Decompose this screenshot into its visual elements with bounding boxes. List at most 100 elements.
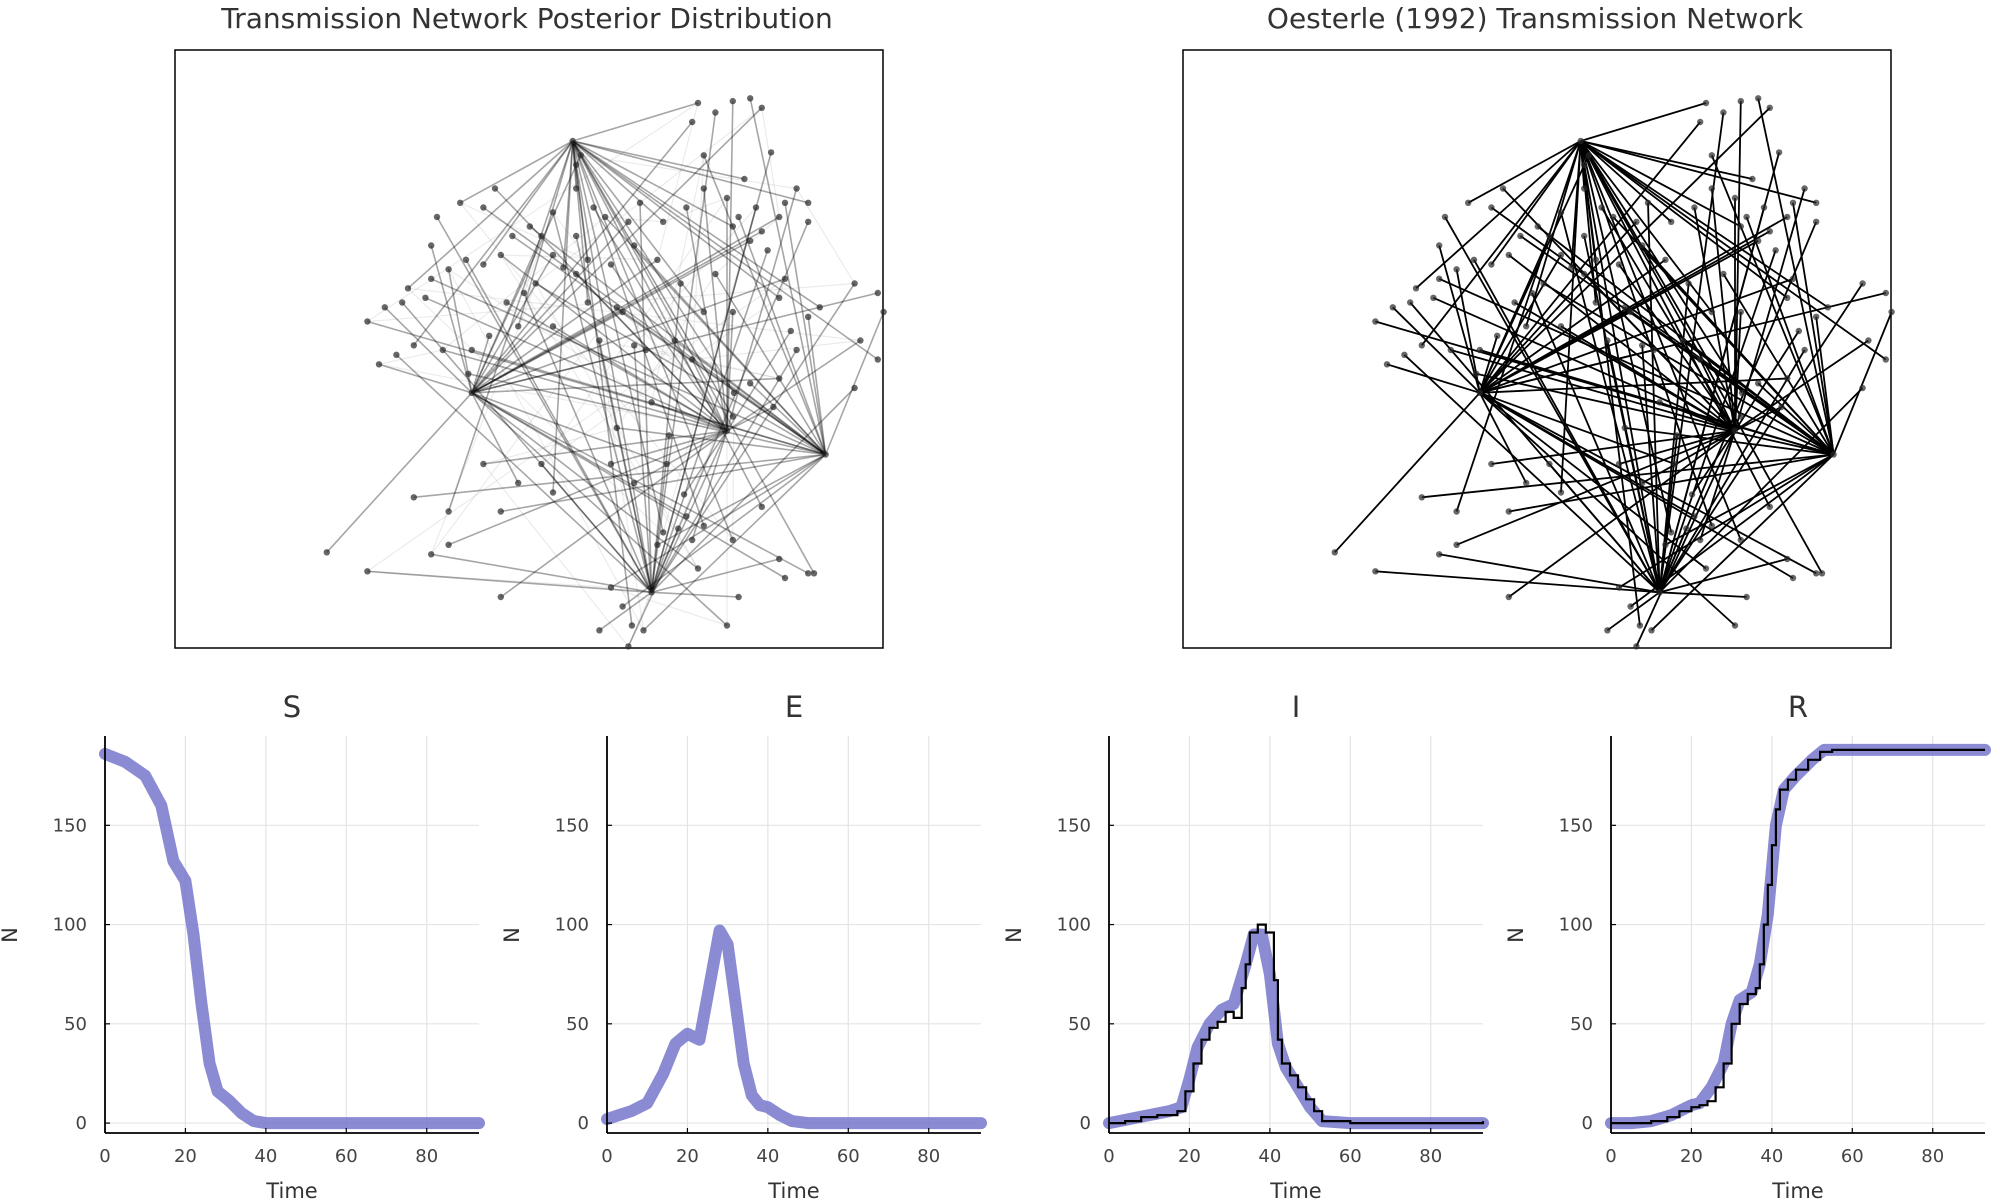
oesterle-network-title: Oesterle (1992) Transmission Network <box>1267 2 1804 35</box>
network-node <box>584 299 591 306</box>
network-node <box>1621 424 1629 432</box>
network-edge <box>430 306 618 555</box>
network-node <box>428 551 435 558</box>
network-edge <box>627 392 735 647</box>
network-edge <box>572 140 821 308</box>
network-edge <box>571 140 589 260</box>
network-edge <box>1658 349 1806 593</box>
network-edge <box>598 340 645 631</box>
network-node <box>694 565 702 572</box>
network-node <box>439 346 446 354</box>
network-node <box>1453 541 1460 548</box>
network-edge <box>471 392 786 579</box>
network-edge <box>1618 429 1736 465</box>
y-tick-label: 50 <box>1570 1014 1593 1035</box>
network-edge <box>1478 235 1551 394</box>
x-tick-label: 60 <box>335 1146 358 1167</box>
network-node <box>747 380 754 387</box>
network-node <box>1585 152 1593 159</box>
network-node <box>1784 213 1791 221</box>
network-edge <box>726 406 774 432</box>
network-node <box>532 280 539 287</box>
network-edge <box>471 254 554 394</box>
network-edge <box>662 197 728 223</box>
network-node <box>776 213 783 221</box>
network-node <box>1488 204 1495 211</box>
network-edge <box>610 264 728 432</box>
network-node <box>1436 275 1443 282</box>
network-node <box>1818 570 1826 577</box>
network-node <box>1418 342 1426 349</box>
network-node <box>1436 242 1443 249</box>
x-tick-label: 80 <box>1419 1146 1442 1167</box>
network-edge <box>367 320 826 456</box>
network-node <box>1656 399 1663 406</box>
network-edge <box>1467 140 1582 204</box>
network-node <box>700 152 707 159</box>
network-edge <box>1490 206 1835 456</box>
network-edge <box>1682 339 1835 456</box>
network-edge <box>580 154 797 190</box>
network-node <box>1766 503 1774 510</box>
network-node <box>729 308 736 316</box>
network-node <box>683 204 690 211</box>
network-edge <box>656 102 699 260</box>
network-edge <box>1479 311 1632 394</box>
network-node <box>730 389 738 396</box>
network-edge <box>715 216 780 275</box>
network-edge <box>1710 188 1736 431</box>
y-tick-label: 150 <box>555 815 589 836</box>
network-node <box>1865 337 1872 344</box>
x-axis-label: Time <box>1269 1179 1321 1200</box>
network-node <box>590 204 597 211</box>
network-edge <box>650 349 798 593</box>
network-node <box>549 489 557 496</box>
network-node <box>1453 508 1460 515</box>
network-edge <box>471 311 623 394</box>
network-edge <box>1647 202 1661 593</box>
network-node <box>428 242 435 249</box>
network-node <box>805 199 812 206</box>
observed-line <box>1611 748 1985 1125</box>
network-node <box>1671 460 1678 468</box>
network-edge <box>1722 273 1835 455</box>
network-edge <box>471 392 667 465</box>
network-node <box>683 513 690 520</box>
network-edge <box>511 235 827 456</box>
network-node <box>503 299 510 306</box>
network-edge <box>1438 277 1834 456</box>
network-node <box>1453 266 1460 273</box>
network-edge <box>1832 311 1893 455</box>
network-node <box>1476 346 1484 354</box>
network-node <box>1407 299 1414 306</box>
network-node <box>1639 479 1646 487</box>
network-node <box>758 503 765 510</box>
y-tick-label: 100 <box>555 915 589 936</box>
plot-title: I <box>1292 690 1301 724</box>
network-edge <box>572 140 809 204</box>
network-edge <box>1519 235 1835 456</box>
plot-title: E <box>785 690 803 724</box>
network-edge <box>436 216 653 593</box>
network-edge <box>367 570 612 589</box>
network-edge <box>459 202 589 261</box>
network-node <box>758 104 765 112</box>
network-node <box>665 432 673 439</box>
network-edge <box>683 430 728 495</box>
network-edge <box>378 363 728 432</box>
network-node <box>723 194 731 202</box>
network-node <box>694 99 702 107</box>
x-tick-label: 40 <box>254 1146 277 1167</box>
network-node <box>776 555 783 563</box>
network-edge <box>367 102 699 323</box>
network-node <box>445 541 452 548</box>
network-node <box>584 256 591 263</box>
network-edge <box>639 202 653 593</box>
network-node <box>1801 185 1808 192</box>
network-node <box>1760 204 1768 211</box>
network-node <box>1627 308 1634 316</box>
network-node <box>723 622 731 629</box>
network-node <box>1755 95 1762 102</box>
network-edge <box>1421 140 1582 346</box>
